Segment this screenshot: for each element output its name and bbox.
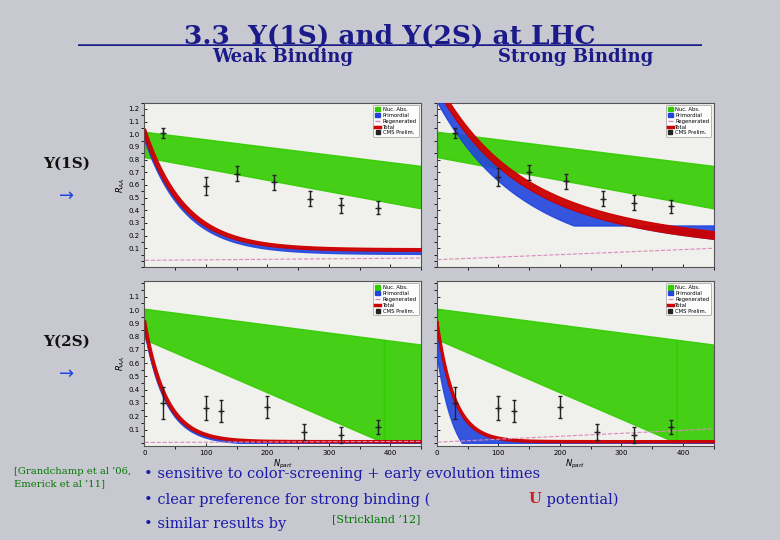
Y-axis label: $R_{AA}$: $R_{AA}$ xyxy=(115,177,127,193)
Text: • clear preference for strong binding (: • clear preference for strong binding ( xyxy=(144,492,431,507)
Text: [Strickland ’12]: [Strickland ’12] xyxy=(332,514,420,524)
Legend: Nuc. Abs., Primordial, Regenerated, Total, CMS Prelim.: Nuc. Abs., Primordial, Regenerated, Tota… xyxy=(666,284,711,315)
Text: Weak Binding: Weak Binding xyxy=(212,48,353,66)
Legend: Nuc. Abs., Primordial, Regenerated, Total, CMS Prelim.: Nuc. Abs., Primordial, Regenerated, Tota… xyxy=(374,105,419,137)
Text: Υ(2S): Υ(2S) xyxy=(43,335,90,348)
Text: →: → xyxy=(58,365,74,383)
Legend: Nuc. Abs., Primordial, Regenerated, Total, CMS Prelim.: Nuc. Abs., Primordial, Regenerated, Tota… xyxy=(374,284,419,315)
Text: →: → xyxy=(58,187,74,205)
Text: 3.3  Υ(1S) and Υ(2S) at LHC: 3.3 Υ(1S) and Υ(2S) at LHC xyxy=(184,24,596,49)
Text: potential): potential) xyxy=(542,492,619,507)
Legend: Nuc. Abs., Primordial, Regenerated, Total, CMS Prelim.: Nuc. Abs., Primordial, Regenerated, Tota… xyxy=(666,105,711,137)
Text: • similar results by: • similar results by xyxy=(144,517,296,531)
Text: • sensitive to color-screening + early evolution times: • sensitive to color-screening + early e… xyxy=(144,467,541,481)
X-axis label: $N_{part}$: $N_{part}$ xyxy=(272,458,293,471)
Text: Strong Binding: Strong Binding xyxy=(498,48,653,66)
X-axis label: $N_{part}$: $N_{part}$ xyxy=(565,458,586,471)
Text: U: U xyxy=(529,492,541,507)
Text: [Grandchamp et al ’06,
Emerick et al ’11]: [Grandchamp et al ’06, Emerick et al ’11… xyxy=(14,467,131,489)
Text: Υ(1S): Υ(1S) xyxy=(43,157,90,170)
Y-axis label: $R_{AA}$: $R_{AA}$ xyxy=(115,355,127,371)
